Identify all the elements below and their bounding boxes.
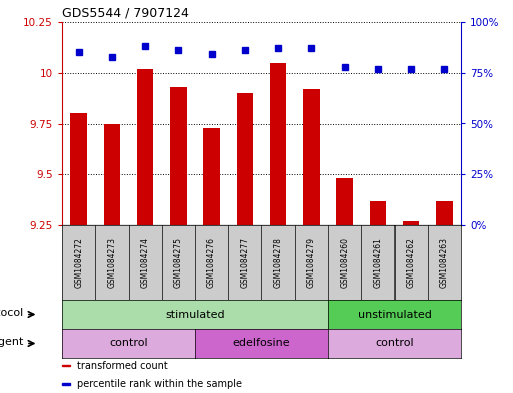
Bar bbox=[203, 128, 220, 225]
Bar bbox=[337, 178, 353, 225]
Text: GSM1084274: GSM1084274 bbox=[141, 237, 150, 288]
Bar bbox=[270, 62, 286, 225]
Bar bbox=[70, 113, 87, 225]
Text: GSM1084262: GSM1084262 bbox=[407, 237, 416, 288]
Bar bbox=[403, 221, 420, 225]
Text: GSM1084277: GSM1084277 bbox=[241, 237, 249, 288]
Text: transformed count: transformed count bbox=[77, 361, 168, 371]
Text: unstimulated: unstimulated bbox=[358, 310, 431, 320]
Text: GSM1084275: GSM1084275 bbox=[174, 237, 183, 288]
Text: control: control bbox=[109, 338, 148, 349]
Bar bbox=[369, 201, 386, 225]
Text: protocol: protocol bbox=[0, 308, 24, 318]
Bar bbox=[137, 69, 153, 225]
Text: edelfosine: edelfosine bbox=[233, 338, 290, 349]
Text: agent: agent bbox=[0, 337, 24, 347]
Text: GSM1084260: GSM1084260 bbox=[340, 237, 349, 288]
Text: GSM1084272: GSM1084272 bbox=[74, 237, 83, 288]
Text: GSM1084276: GSM1084276 bbox=[207, 237, 216, 288]
Bar bbox=[62, 383, 70, 385]
Text: GSM1084279: GSM1084279 bbox=[307, 237, 316, 288]
Text: GDS5544 / 7907124: GDS5544 / 7907124 bbox=[62, 6, 189, 19]
Bar bbox=[303, 89, 320, 225]
Text: control: control bbox=[375, 338, 414, 349]
Bar bbox=[436, 201, 452, 225]
Bar bbox=[62, 365, 70, 366]
Text: GSM1084263: GSM1084263 bbox=[440, 237, 449, 288]
Text: GSM1084278: GSM1084278 bbox=[273, 237, 283, 288]
Text: GSM1084261: GSM1084261 bbox=[373, 237, 382, 288]
Bar bbox=[236, 93, 253, 225]
Bar bbox=[170, 87, 187, 225]
Text: stimulated: stimulated bbox=[165, 310, 225, 320]
Text: GSM1084273: GSM1084273 bbox=[107, 237, 116, 288]
Text: percentile rank within the sample: percentile rank within the sample bbox=[77, 379, 242, 389]
Bar bbox=[104, 123, 120, 225]
